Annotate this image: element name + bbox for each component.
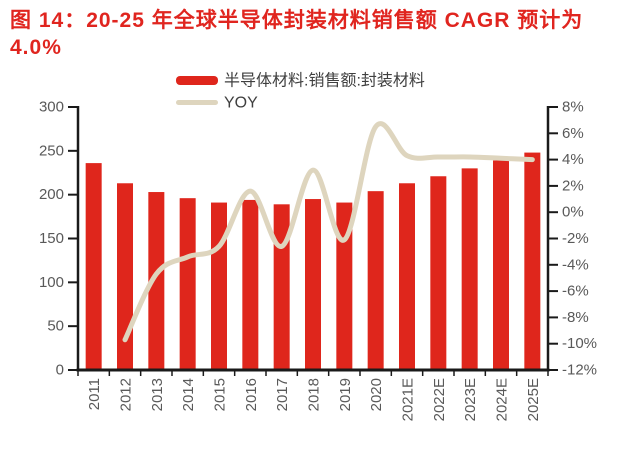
bar-2023E: [461, 168, 478, 370]
legend-line-swatch: [176, 100, 218, 105]
right-axis-tick-label: -2%: [562, 230, 589, 247]
x-axis-label-2017: 2017: [274, 378, 291, 411]
chart-title-line2: 4.0%: [10, 36, 62, 59]
left-axis-tick-label: 100: [39, 274, 64, 291]
chart-title: 图 14：20-25 年全球半导体封装材料销售额 CAGR 预计为 4.0%: [0, 0, 640, 62]
left-axis-tick-label: 300: [39, 99, 64, 116]
x-axis-label-2021E: 2021E: [400, 378, 417, 421]
bar-2012: [117, 183, 133, 370]
legend-bar-label: 半导体材料:销售额:封装材料: [224, 72, 425, 90]
x-axis-label-2019: 2019: [337, 378, 354, 411]
yoy-line: [122, 121, 535, 343]
bar-2019: [336, 202, 353, 370]
bar-2015: [211, 202, 227, 370]
chart-title-line1: 图 14：20-25 年全球半导体封装材料销售额 CAGR 预计为: [10, 9, 584, 32]
x-axis-label-2020: 2020: [368, 378, 385, 411]
right-axis-tick-label: 0%: [562, 204, 584, 221]
x-axis-label-2012: 2012: [118, 378, 135, 411]
left-axis-tick-label: 250: [39, 142, 64, 159]
bar-2024E: [493, 160, 509, 370]
bar-2018: [305, 199, 321, 370]
bar-2022E: [430, 176, 447, 370]
left-axis-tick-label: 50: [47, 318, 64, 335]
x-axis-label-2015: 2015: [212, 378, 229, 411]
left-axis-tick-label: 0: [56, 362, 64, 379]
right-axis-tick-label: -10%: [562, 335, 597, 352]
x-axis-label-2025E: 2025E: [525, 378, 542, 421]
right-axis-tick-label: 8%: [562, 99, 584, 116]
right-axis-tick-label: 6%: [562, 125, 584, 142]
x-axis-label-2018: 2018: [306, 378, 323, 411]
legend-line-label: YOY: [224, 95, 258, 112]
x-axis-label-2013: 2013: [149, 378, 166, 411]
x-axis-label-2014: 2014: [180, 378, 197, 411]
bar-2011: [85, 163, 102, 370]
right-axis-tick-label: -4%: [562, 256, 589, 273]
bar-2021E: [399, 183, 415, 370]
bar-2025E: [524, 152, 541, 370]
bar-2013: [148, 192, 165, 370]
x-axis-label-2011: 2011: [86, 378, 103, 410]
right-axis-tick-label: -6%: [562, 283, 589, 300]
legend-bar-swatch: [176, 76, 218, 85]
bar-2016: [242, 199, 259, 370]
x-axis-label-2016: 2016: [243, 378, 260, 411]
right-axis-tick-label: -12%: [562, 362, 597, 379]
bar-2014: [179, 198, 196, 370]
left-axis-tick-label: 200: [39, 186, 64, 203]
right-axis-tick-label: 2%: [562, 177, 584, 194]
combo-chart: 半导体材料:销售额:封装材料 YOY 300 250 200 150 100 50 0 8% 6% 4…: [39, 72, 597, 422]
x-axis-label-2024E: 2024E: [494, 378, 511, 421]
x-axis-label-2023E: 2023E: [462, 378, 479, 421]
right-axis-tick-label: -8%: [562, 309, 589, 326]
bar-2017: [273, 204, 290, 370]
bar-2020: [367, 191, 384, 370]
left-axis-tick-label: 150: [39, 230, 64, 247]
right-axis-tick-label: 4%: [562, 151, 584, 168]
x-axis-label-2022E: 2022E: [431, 378, 448, 421]
